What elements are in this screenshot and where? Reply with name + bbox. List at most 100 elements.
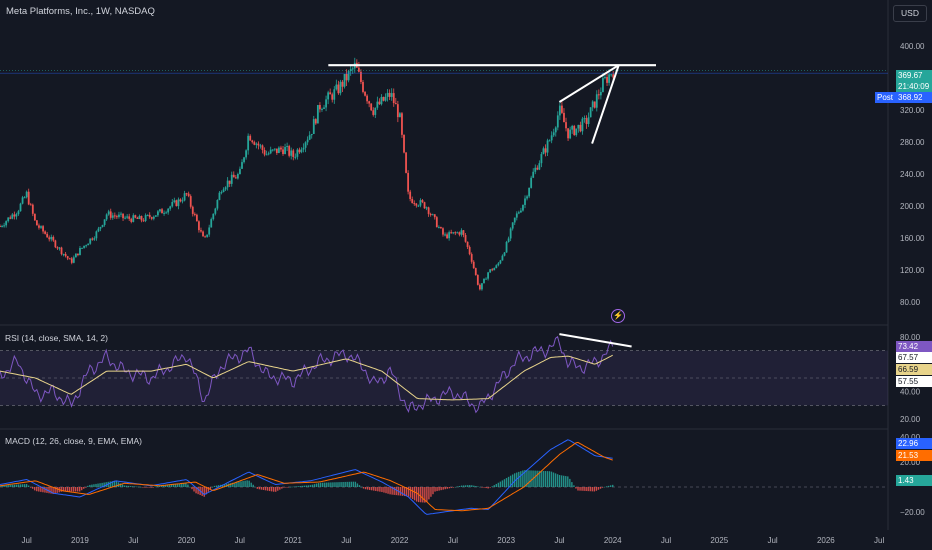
macd-histogram-bar <box>305 485 308 487</box>
candle-body <box>66 256 69 259</box>
currency-button[interactable]: USD <box>893 5 927 22</box>
macd-histogram-bar <box>326 482 328 487</box>
macd-histogram-bar <box>146 487 148 488</box>
candle-body <box>29 204 32 206</box>
candle-body <box>591 101 594 108</box>
macd-histogram-bar <box>44 487 46 493</box>
macd-histogram-bar <box>113 480 116 487</box>
macd-histogram-bar <box>148 487 150 488</box>
candle-body <box>212 213 215 220</box>
macd-histogram-bar <box>571 482 573 487</box>
macd-tick-label: 20.00 <box>900 458 921 467</box>
candle-body <box>44 231 47 234</box>
macd-histogram-bar <box>324 482 326 487</box>
macd-histogram-bar <box>518 471 520 487</box>
candle-body <box>68 258 71 260</box>
macd-histogram-bar <box>612 484 614 487</box>
macd-histogram-bar <box>17 484 20 487</box>
candle-body <box>249 135 252 141</box>
macd-histogram-bar <box>413 487 416 501</box>
macd-histogram-bar <box>91 484 93 487</box>
time-tick-label: 2026 <box>817 536 835 545</box>
macd-histogram-bar <box>579 487 581 491</box>
candle-body <box>1 225 3 227</box>
candle-body <box>394 103 397 105</box>
candle-body <box>193 213 196 215</box>
candle-body <box>396 104 399 118</box>
macd-histogram-bar <box>40 487 42 492</box>
macd-histogram-bar <box>154 486 156 488</box>
candle-body <box>433 214 436 218</box>
candle-body <box>378 101 381 105</box>
price-tick-label: 120.00 <box>900 266 925 275</box>
macd-histogram-bar <box>420 487 422 503</box>
macd-histogram-bar <box>238 481 240 487</box>
price-tick-label: 280.00 <box>900 138 925 147</box>
macd-histogram-bar <box>593 487 596 492</box>
macd-histogram-bar <box>436 487 438 492</box>
candle-body <box>292 150 295 157</box>
candle-body <box>522 204 524 211</box>
macd-histogram-bar <box>550 471 553 487</box>
macd-histogram-bar <box>407 487 410 497</box>
macd-histogram-bar <box>54 487 56 494</box>
candle-body <box>608 74 610 83</box>
macd-histogram-bar <box>195 487 197 494</box>
candle-body <box>599 91 602 96</box>
macd-histogram-bar <box>125 485 128 487</box>
macd-histogram-bar <box>264 487 267 491</box>
macd-histogram-bar <box>283 487 285 488</box>
time-tick-label: 2021 <box>284 536 302 545</box>
candle-body <box>505 241 508 253</box>
macd-histogram-bar <box>595 487 598 491</box>
candle-body <box>21 197 24 204</box>
candle-body <box>579 124 582 132</box>
macd-histogram-bar <box>321 482 324 487</box>
candle-body <box>343 73 346 87</box>
candle-body <box>50 236 53 240</box>
candle-body <box>81 247 83 249</box>
macd-histogram-bar <box>373 487 375 491</box>
candle-body <box>101 224 104 228</box>
macd-histogram-bar <box>469 485 471 487</box>
candle-body <box>374 107 377 115</box>
candle-body <box>222 189 225 193</box>
macd-histogram-bar <box>111 481 114 487</box>
candle-body <box>273 148 276 150</box>
candle-body <box>165 212 168 214</box>
rsi-line <box>0 335 614 414</box>
candle-body <box>118 214 120 217</box>
candle-body <box>493 267 496 271</box>
candle-body <box>189 196 192 207</box>
price-tick-label: 80.00 <box>900 298 921 307</box>
time-tick-label: 2024 <box>604 536 622 545</box>
macd-histogram-bar <box>560 475 563 487</box>
time-tick-label: Jul <box>235 536 245 545</box>
symbol-title: Meta Platforms, Inc., 1W, NASDAQ <box>6 6 155 17</box>
macd-histogram-bar <box>350 481 352 487</box>
price-tick-label: 200.00 <box>900 202 925 211</box>
macd-histogram-bar <box>513 473 516 487</box>
candle-body <box>263 149 266 155</box>
macd-histogram-bar <box>293 486 295 488</box>
candle-body <box>138 215 141 219</box>
candle-body <box>195 214 198 222</box>
candle-body <box>606 77 608 83</box>
candle-body <box>612 74 615 78</box>
macd-histogram-bar <box>132 486 134 487</box>
macd-histogram-bar <box>387 487 389 494</box>
macd-histogram-bar <box>191 487 193 490</box>
macd-histogram-bar <box>34 487 36 491</box>
macd-histogram-bar <box>25 484 28 487</box>
candle-body <box>337 84 340 94</box>
candle-body <box>556 115 559 128</box>
lightning-alert-icon[interactable]: ⚡ <box>611 309 625 323</box>
macd-line <box>0 439 613 515</box>
macd-histogram-bar <box>536 470 538 487</box>
candle-body <box>294 156 297 158</box>
macd-histogram-bar <box>232 482 234 487</box>
macd-histogram-bar <box>371 487 373 491</box>
candle-body <box>575 128 578 136</box>
macd-histogram-bar <box>556 474 559 487</box>
